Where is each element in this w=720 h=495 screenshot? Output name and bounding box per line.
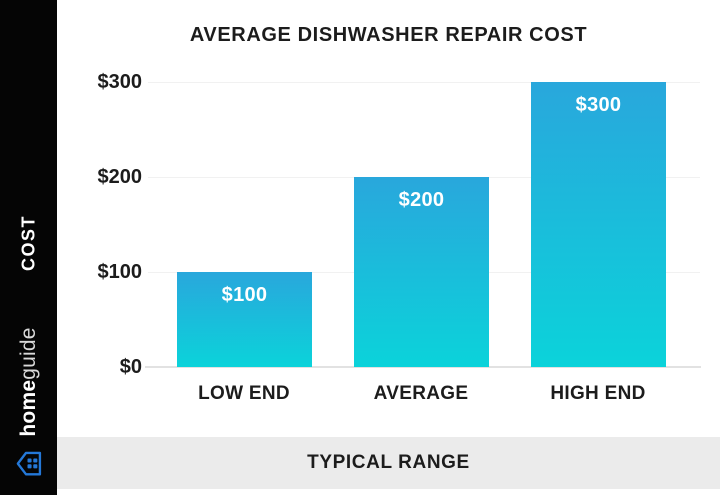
y-tick-label-100: $100 (97, 261, 143, 283)
x-category-label-low-end: LOW END (198, 383, 290, 404)
gridline-300 (148, 82, 700, 83)
y-tick-label-200: $200 (97, 166, 143, 188)
x-category-label-average: AVERAGE (373, 383, 469, 404)
bar-high-end: $300 (531, 82, 666, 367)
cost-axis-label: COST (18, 214, 39, 272)
footer-strip: TYPICAL RANGE (57, 437, 720, 489)
bar-low-end: $100 (177, 272, 312, 367)
brand-wordmark: homeguide (17, 327, 41, 436)
footer-label: TYPICAL RANGE (307, 452, 470, 473)
y-tick-label-0: $0 (119, 356, 142, 378)
bar-value-label: $100 (221, 284, 268, 306)
bar-average: $200 (354, 177, 489, 367)
sidebar: COST homeguide (0, 0, 57, 495)
brand-logo: homeguide (14, 327, 44, 478)
bar-value-label: $200 (398, 189, 445, 211)
x-category-label-high-end: HIGH END (550, 383, 646, 404)
x-axis-baseline (145, 366, 701, 368)
y-tick-label-300: $300 (97, 71, 143, 93)
bar-value-label: $300 (575, 94, 622, 116)
brand-wordmark-home: home (17, 379, 40, 437)
house-icon (14, 449, 44, 479)
chart-title: AVERAGE DISHWASHER REPAIR COST (189, 24, 588, 46)
brand-wordmark-guide: guide (17, 327, 40, 380)
